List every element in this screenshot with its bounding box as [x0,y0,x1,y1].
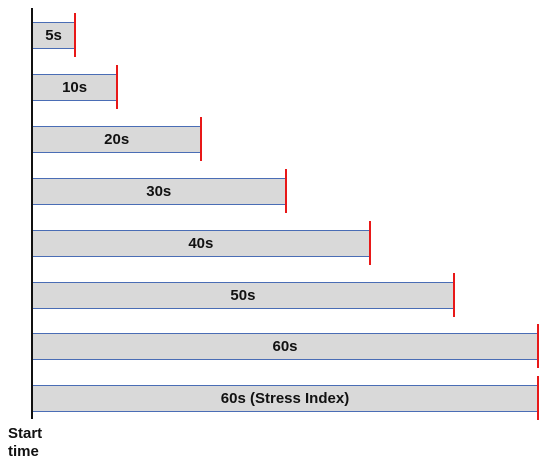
end-marker-50s [452,272,455,317]
bar-60s-stress-index: 60s (Stress Index) [33,385,538,413]
end-marker-5s [74,13,77,57]
bar-label: 60s [272,338,298,356]
bar-5s: 5s [33,22,76,49]
start-label-line1: Start [8,425,43,442]
bar-20s: 20s [33,125,202,153]
bar-60s: 60s [33,333,538,361]
bar-40s: 40s [33,229,370,257]
start-time-label: Start time [8,425,56,461]
bar-label: 60s (Stress Index) [220,390,350,408]
bar-10s: 10s [33,73,118,101]
end-marker-60s-stress-index [537,376,539,421]
end-marker-40s [368,220,371,265]
bar-label: 5s [45,27,62,44]
bar-label: 10s [62,78,88,96]
bar-label: 30s [146,182,172,200]
bar-30s: 30s [33,177,286,205]
bar-label: 20s [104,130,130,148]
bar-50s: 50s [33,281,454,309]
end-marker-60s [537,324,539,369]
end-marker-30s [284,168,287,213]
bar-label: 40s [188,234,214,252]
bar-label: 50s [230,286,256,304]
end-marker-10s [116,64,119,109]
start-time-axis [31,8,33,419]
end-marker-20s [200,116,203,161]
start-label-line2: time [8,443,39,460]
